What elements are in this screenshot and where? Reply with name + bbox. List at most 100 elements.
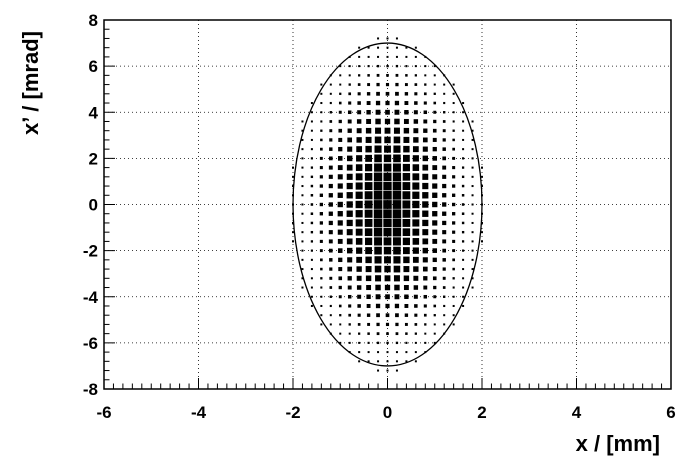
histogram-bin — [432, 128, 437, 133]
histogram-bin — [412, 173, 420, 181]
histogram-bin — [422, 192, 429, 199]
histogram-bin — [393, 246, 401, 255]
histogram-bin — [328, 248, 333, 253]
histogram-bin — [384, 127, 391, 134]
histogram-bin — [403, 127, 410, 134]
histogram-bin — [393, 154, 401, 163]
histogram-bin — [356, 266, 362, 272]
histogram-bin — [346, 164, 353, 171]
histogram-bin — [461, 175, 465, 179]
histogram-bin — [392, 209, 402, 219]
histogram-bin — [433, 323, 436, 326]
histogram-bin — [320, 138, 323, 142]
histogram-bin — [346, 238, 353, 245]
histogram-bin — [452, 138, 455, 142]
histogram-bin — [338, 110, 342, 114]
histogram-bin — [471, 268, 474, 271]
histogram-bin — [310, 166, 314, 169]
histogram-bin — [443, 323, 446, 326]
histogram-bin — [347, 247, 353, 254]
histogram-bin — [423, 110, 428, 115]
histogram-bin — [383, 163, 392, 172]
histogram-bin — [412, 210, 420, 218]
histogram-bin — [433, 341, 436, 344]
histogram-bin — [348, 341, 351, 344]
histogram-bin — [386, 369, 389, 372]
histogram-bin — [385, 100, 390, 106]
histogram-bin — [443, 304, 446, 308]
histogram-bin — [403, 266, 410, 273]
histogram-bin — [451, 202, 456, 207]
histogram-bin — [414, 304, 418, 308]
histogram-bin — [395, 37, 398, 40]
histogram-bin — [347, 110, 352, 115]
histogram-bin — [301, 166, 304, 169]
y-tick-label: -2 — [83, 242, 98, 261]
histogram-bin — [422, 219, 429, 227]
histogram-bin — [310, 258, 313, 261]
histogram-bin — [403, 285, 409, 291]
histogram-bin — [338, 101, 342, 105]
histogram-bin — [355, 228, 363, 236]
histogram-bin — [355, 164, 363, 171]
histogram-bin — [386, 46, 389, 49]
histogram-bin — [367, 74, 370, 77]
histogram-bin — [339, 83, 342, 86]
histogram-bin — [452, 111, 455, 114]
histogram-bin — [384, 275, 391, 282]
histogram-bin — [432, 220, 438, 226]
histogram-bin — [452, 184, 456, 188]
histogram-bin — [405, 74, 408, 77]
histogram-bin — [329, 304, 332, 308]
histogram-bin — [392, 218, 402, 228]
histogram-bin — [405, 46, 408, 49]
histogram-bin — [432, 238, 438, 244]
histogram-bin — [386, 73, 389, 77]
histogram-bin — [364, 218, 373, 227]
histogram-bin — [355, 238, 363, 245]
histogram-bin — [356, 247, 363, 254]
histogram-bin — [394, 294, 400, 300]
histogram-bin — [471, 194, 474, 197]
histogram-bin — [339, 332, 342, 335]
histogram-bin — [355, 219, 363, 227]
histogram-bin — [403, 136, 410, 143]
histogram-bin — [338, 146, 343, 152]
histogram-bin — [462, 295, 465, 298]
histogram-bin — [348, 323, 351, 326]
histogram-bin — [395, 91, 399, 96]
histogram-bin — [301, 249, 304, 252]
histogram-bin — [292, 166, 294, 169]
histogram-bin — [386, 37, 389, 40]
histogram-bin — [364, 200, 373, 209]
histogram-bin — [310, 203, 314, 206]
histogram-bin — [338, 276, 343, 281]
histogram-bin — [405, 351, 408, 354]
histogram-bin — [375, 284, 381, 291]
y-tick-label: -6 — [83, 334, 98, 353]
histogram-bin — [452, 156, 456, 160]
histogram-bin — [292, 240, 294, 243]
histogram-bin — [402, 172, 411, 181]
histogram-bin — [347, 146, 353, 152]
histogram-bin — [393, 145, 401, 153]
histogram-bin — [433, 65, 436, 68]
histogram-bin — [301, 268, 304, 271]
histogram-bin — [452, 286, 455, 289]
histogram-bin — [432, 174, 438, 180]
histogram-bin — [423, 294, 428, 299]
histogram-bin — [366, 313, 371, 317]
histogram-bin — [373, 190, 383, 200]
histogram-bin — [319, 193, 323, 197]
histogram-bin — [358, 332, 361, 335]
histogram-bin — [386, 64, 389, 68]
histogram-bin — [383, 218, 392, 228]
histogram-bin — [424, 332, 427, 335]
histogram-bin — [347, 119, 352, 124]
histogram-bin — [383, 237, 392, 246]
histogram-bin — [320, 102, 323, 105]
histogram-bin — [422, 210, 429, 217]
histogram-bin — [367, 351, 370, 354]
histogram-bin — [395, 82, 399, 87]
histogram-bin — [376, 73, 380, 77]
